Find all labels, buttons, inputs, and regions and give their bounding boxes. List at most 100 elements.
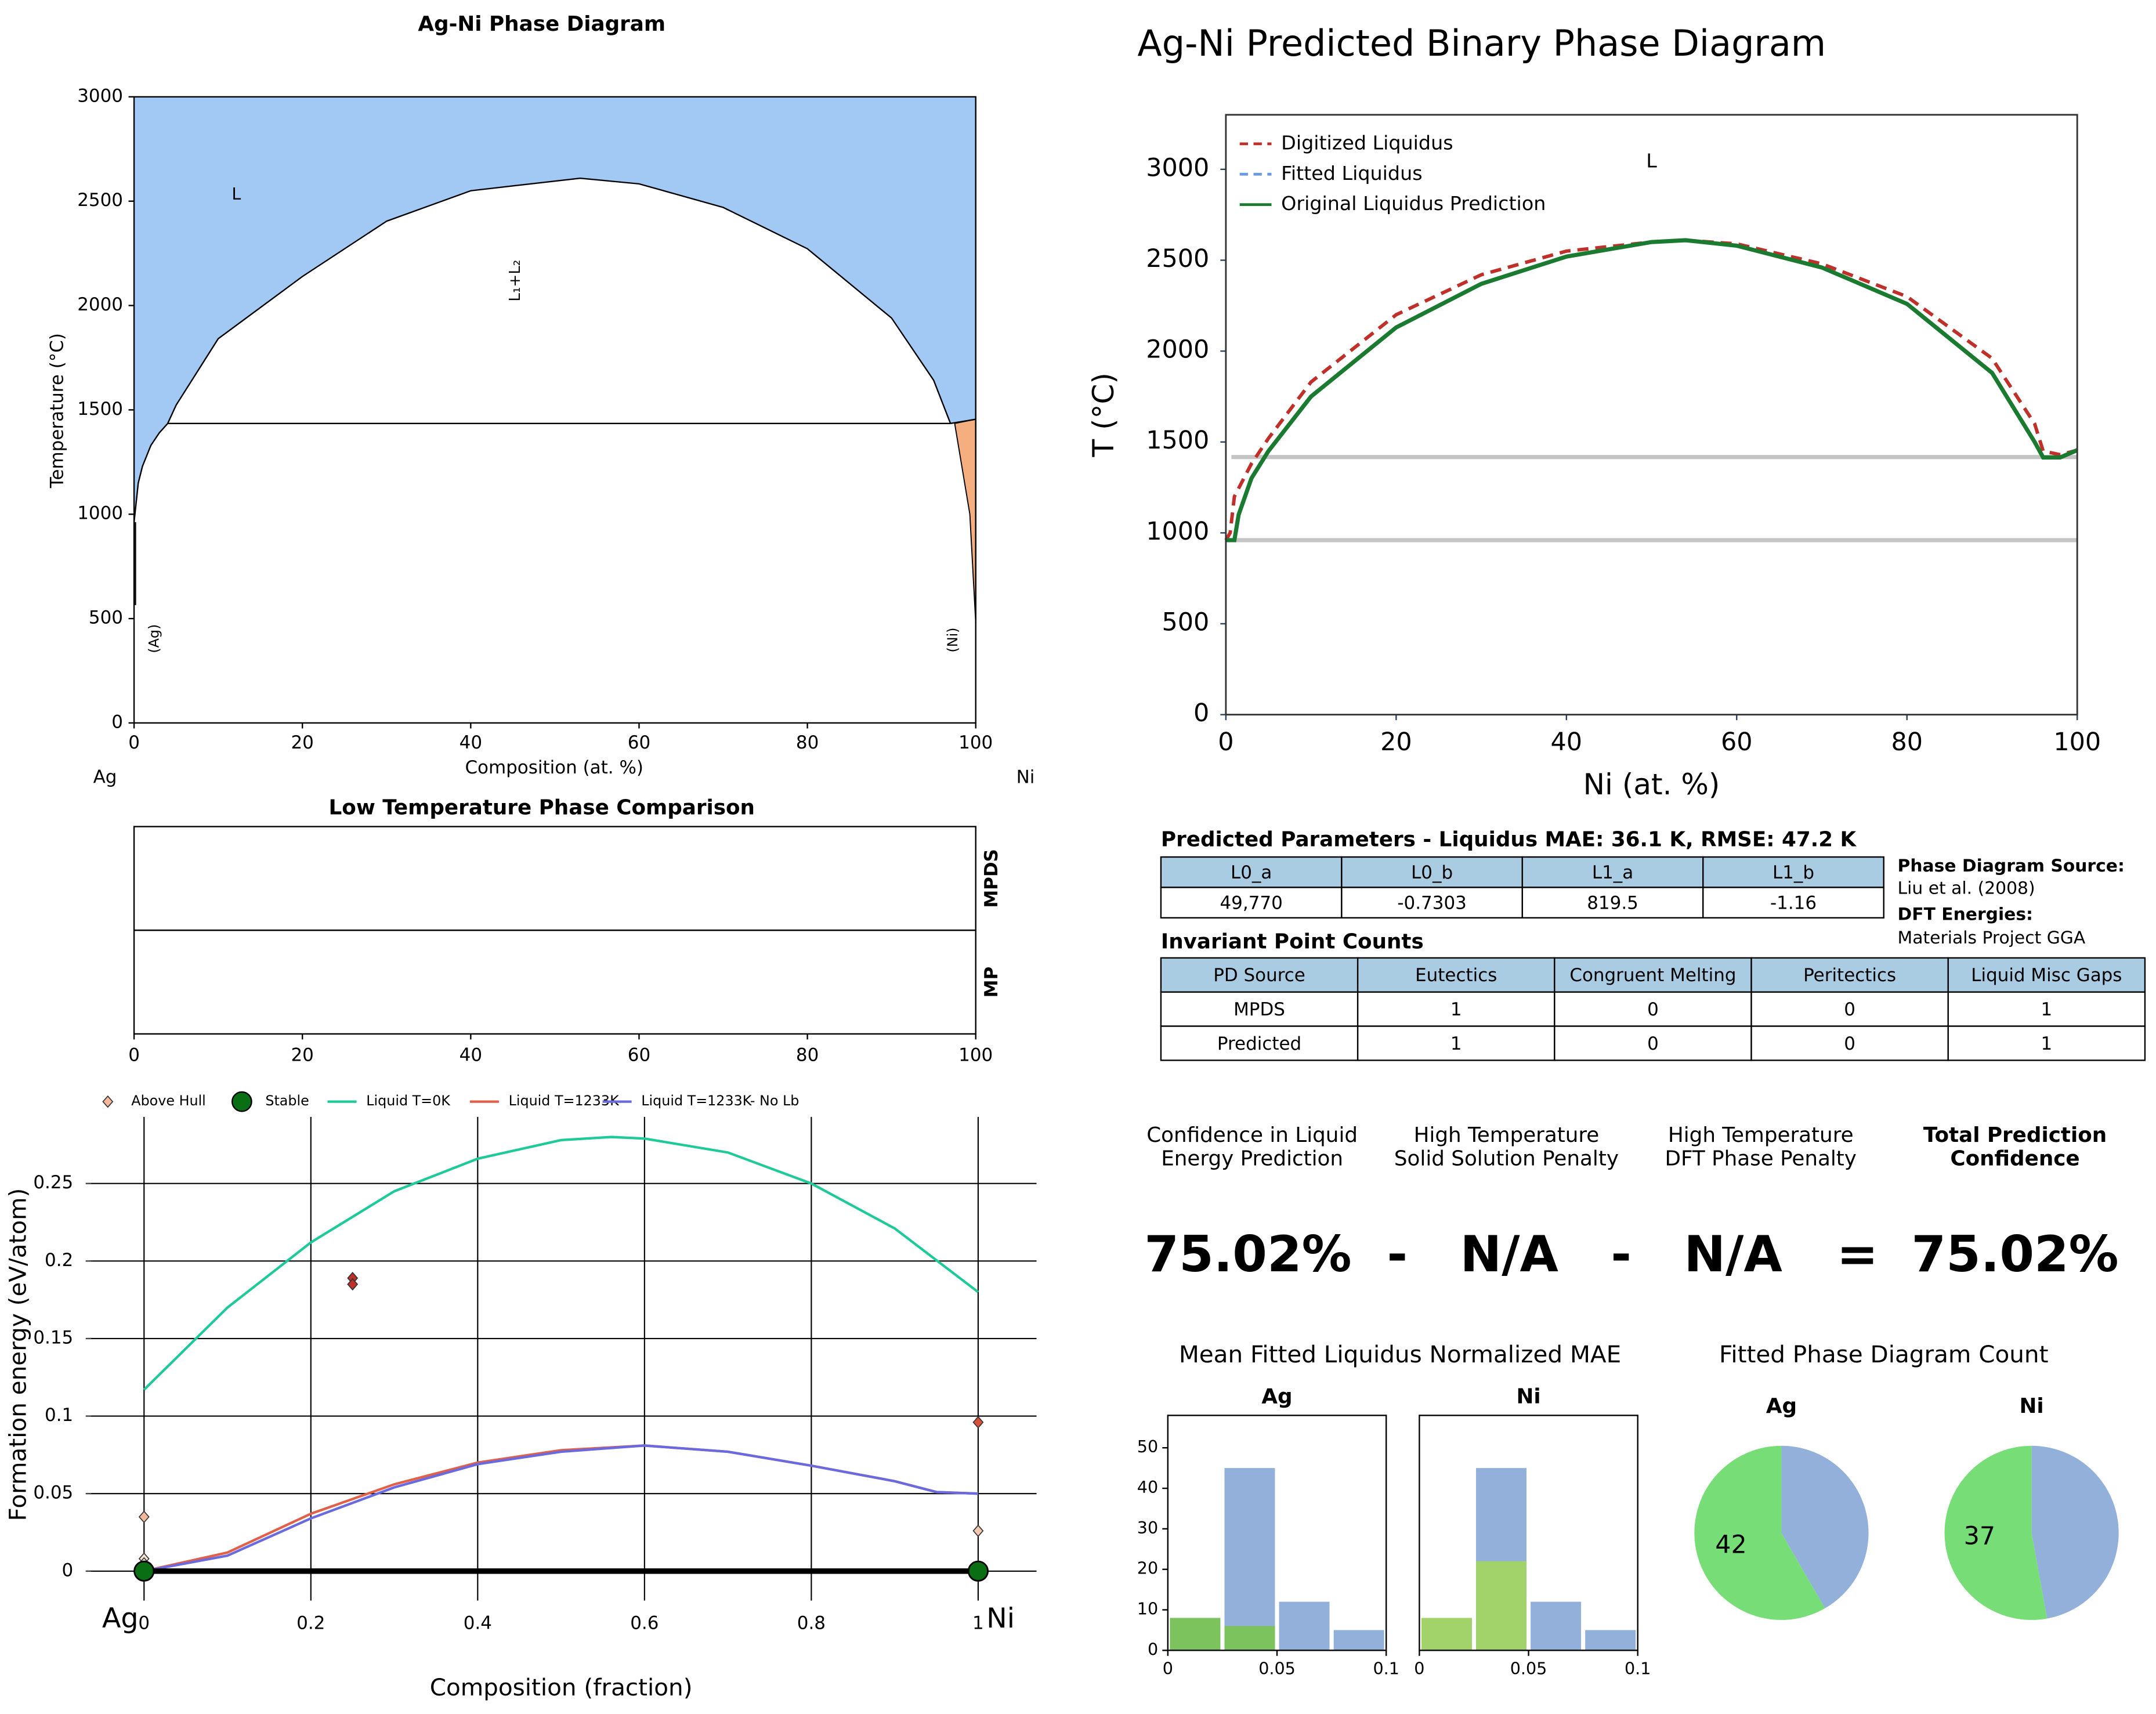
pie-slice <box>1944 1445 2048 1620</box>
cell-text: 49,770 <box>1220 892 1282 913</box>
above-hull-point <box>138 1510 150 1524</box>
legend-label: Original Liquidus Prediction <box>1281 192 1546 215</box>
header-text: Liquid Misc Gaps <box>1971 965 2122 986</box>
table-header-cell <box>1160 957 1359 993</box>
end-label: Ni <box>1016 767 1035 788</box>
table-cell <box>1356 1025 1555 1061</box>
x-tick-label: 20 <box>291 732 313 753</box>
histogram-bar <box>1531 1601 1582 1651</box>
confidence-header: DFT Phase Penalty <box>1665 1147 1857 1171</box>
above-hull-point <box>972 1416 984 1429</box>
y-tick-label: 1000 <box>1146 517 1209 546</box>
liquidus-line <box>1225 238 2078 543</box>
y-tick-label: 500 <box>1162 608 1209 637</box>
panel-title: Mean Fitted Liquidus Normalized MAE <box>1179 1340 1621 1368</box>
x-tick-label: 0.05 <box>1510 1659 1547 1679</box>
region-label: (Ni) <box>945 628 961 653</box>
x-tick-label: 0 <box>1414 1659 1424 1679</box>
pie-slice <box>1781 1445 1869 1608</box>
x-tick-label: 0.05 <box>1258 1659 1296 1679</box>
plot-frame <box>1419 1415 1638 1651</box>
table-header-cell <box>1750 957 1949 993</box>
table-title: Invariant Point Counts <box>1161 930 1424 954</box>
y-tick-label: 0 <box>1148 1639 1158 1659</box>
x-axis-label: Ni (at. %) <box>1583 768 1720 801</box>
x-tick-label: 0 <box>1163 1659 1173 1679</box>
x-tick-label: 0.6 <box>630 1613 659 1634</box>
end-label: Ag <box>102 1603 139 1635</box>
stable-point <box>967 1560 989 1582</box>
y-axis-label: Temperature (°C) <box>47 333 68 489</box>
histogram-bar <box>1333 1630 1384 1651</box>
x-tick-label: 40 <box>1551 728 1583 757</box>
legend-swatch <box>231 1091 252 1112</box>
confidence-value: N/A <box>1684 1225 1782 1283</box>
chart-title: Ag-Ni Predicted Binary Phase Diagram <box>1137 23 1826 64</box>
region-label: L <box>231 184 241 204</box>
table-header-cell <box>1160 856 1343 888</box>
x-axis-label: Composition (at. %) <box>465 757 643 778</box>
liquid-region <box>134 96 976 522</box>
cell-text: 0 <box>1844 999 1855 1020</box>
x-tick-label: 80 <box>796 1045 819 1066</box>
source-value: Materials Project GGA <box>1898 928 2086 948</box>
cell-text: 1 <box>2041 999 2052 1020</box>
histogram-bar <box>1279 1601 1330 1651</box>
energy-curve <box>143 1136 979 1391</box>
x-tick-label: 0.8 <box>797 1613 826 1634</box>
confidence-header: Total Prediction <box>1923 1123 2107 1147</box>
table-cell <box>1750 1025 1949 1061</box>
cell-text: -1.16 <box>1770 892 1817 913</box>
legend-label: Fitted Liquidus <box>1281 162 1422 185</box>
cell-text: 0 <box>1647 1033 1659 1054</box>
above-hull-point <box>972 1524 984 1538</box>
header-text: L0_b <box>1411 862 1453 883</box>
x-tick-label: 0 <box>128 732 140 753</box>
chart-title: Ag <box>1261 1384 1292 1408</box>
x-tick-label: 100 <box>958 732 993 753</box>
y-tick-label: 3000 <box>77 85 123 106</box>
y-tick-label: 0.1 <box>45 1405 73 1426</box>
histogram-bar <box>1170 1618 1221 1651</box>
x-tick-label: 80 <box>1891 728 1923 757</box>
table-cell <box>1947 1025 2146 1061</box>
x-tick-label: 60 <box>628 1045 650 1066</box>
slice-label: 42 <box>1715 1531 1747 1560</box>
y-tick-label: 1000 <box>77 503 123 524</box>
table-cell <box>1160 991 1359 1027</box>
x-tick-label: 20 <box>291 1045 313 1066</box>
cell-text: 1 <box>2041 1033 2052 1054</box>
table-cell <box>1341 887 1524 919</box>
source-value: Liu et al. (2008) <box>1898 878 2035 898</box>
y-tick-label: 2500 <box>1146 244 1209 273</box>
confidence-header: Confidence in Liquid <box>1146 1123 1358 1147</box>
header-text: L0_a <box>1231 862 1272 883</box>
confidence-header: High Temperature <box>1414 1123 1600 1147</box>
energy-curve <box>143 1444 978 1572</box>
legend-label: Liquid T=1233K <box>509 1093 620 1109</box>
above-hull-point <box>347 1278 359 1291</box>
row-label: MPDS <box>981 849 1002 907</box>
pie-slice <box>2031 1445 2119 1619</box>
y-tick-label: 50 <box>1137 1437 1158 1456</box>
end-label: Ni <box>986 1603 1015 1635</box>
chart-title: Ni <box>2020 1394 2044 1418</box>
table-header-cell <box>1356 957 1555 993</box>
confidence-value: N/A <box>1460 1225 1558 1283</box>
y-tick-label: 30 <box>1137 1518 1158 1538</box>
y-axis-label: T (°C) <box>1087 373 1120 457</box>
table-cell <box>1947 991 2146 1027</box>
table-cell <box>1750 991 1949 1027</box>
chart-title: Low Temperature Phase Comparison <box>329 796 755 820</box>
x-tick-label: 0 <box>128 1045 140 1066</box>
y-tick-label: 0 <box>111 711 123 732</box>
y-tick-label: 0 <box>1193 699 1209 728</box>
x-tick-label: 40 <box>460 732 482 753</box>
phase-boundary <box>133 422 168 523</box>
cell-text: 0 <box>1647 999 1659 1020</box>
x-axis-label: Composition (fraction) <box>430 1673 693 1701</box>
cell-text: 1 <box>1450 999 1462 1020</box>
end-label: Ag <box>93 767 117 788</box>
y-tick-label: 1500 <box>77 399 123 420</box>
